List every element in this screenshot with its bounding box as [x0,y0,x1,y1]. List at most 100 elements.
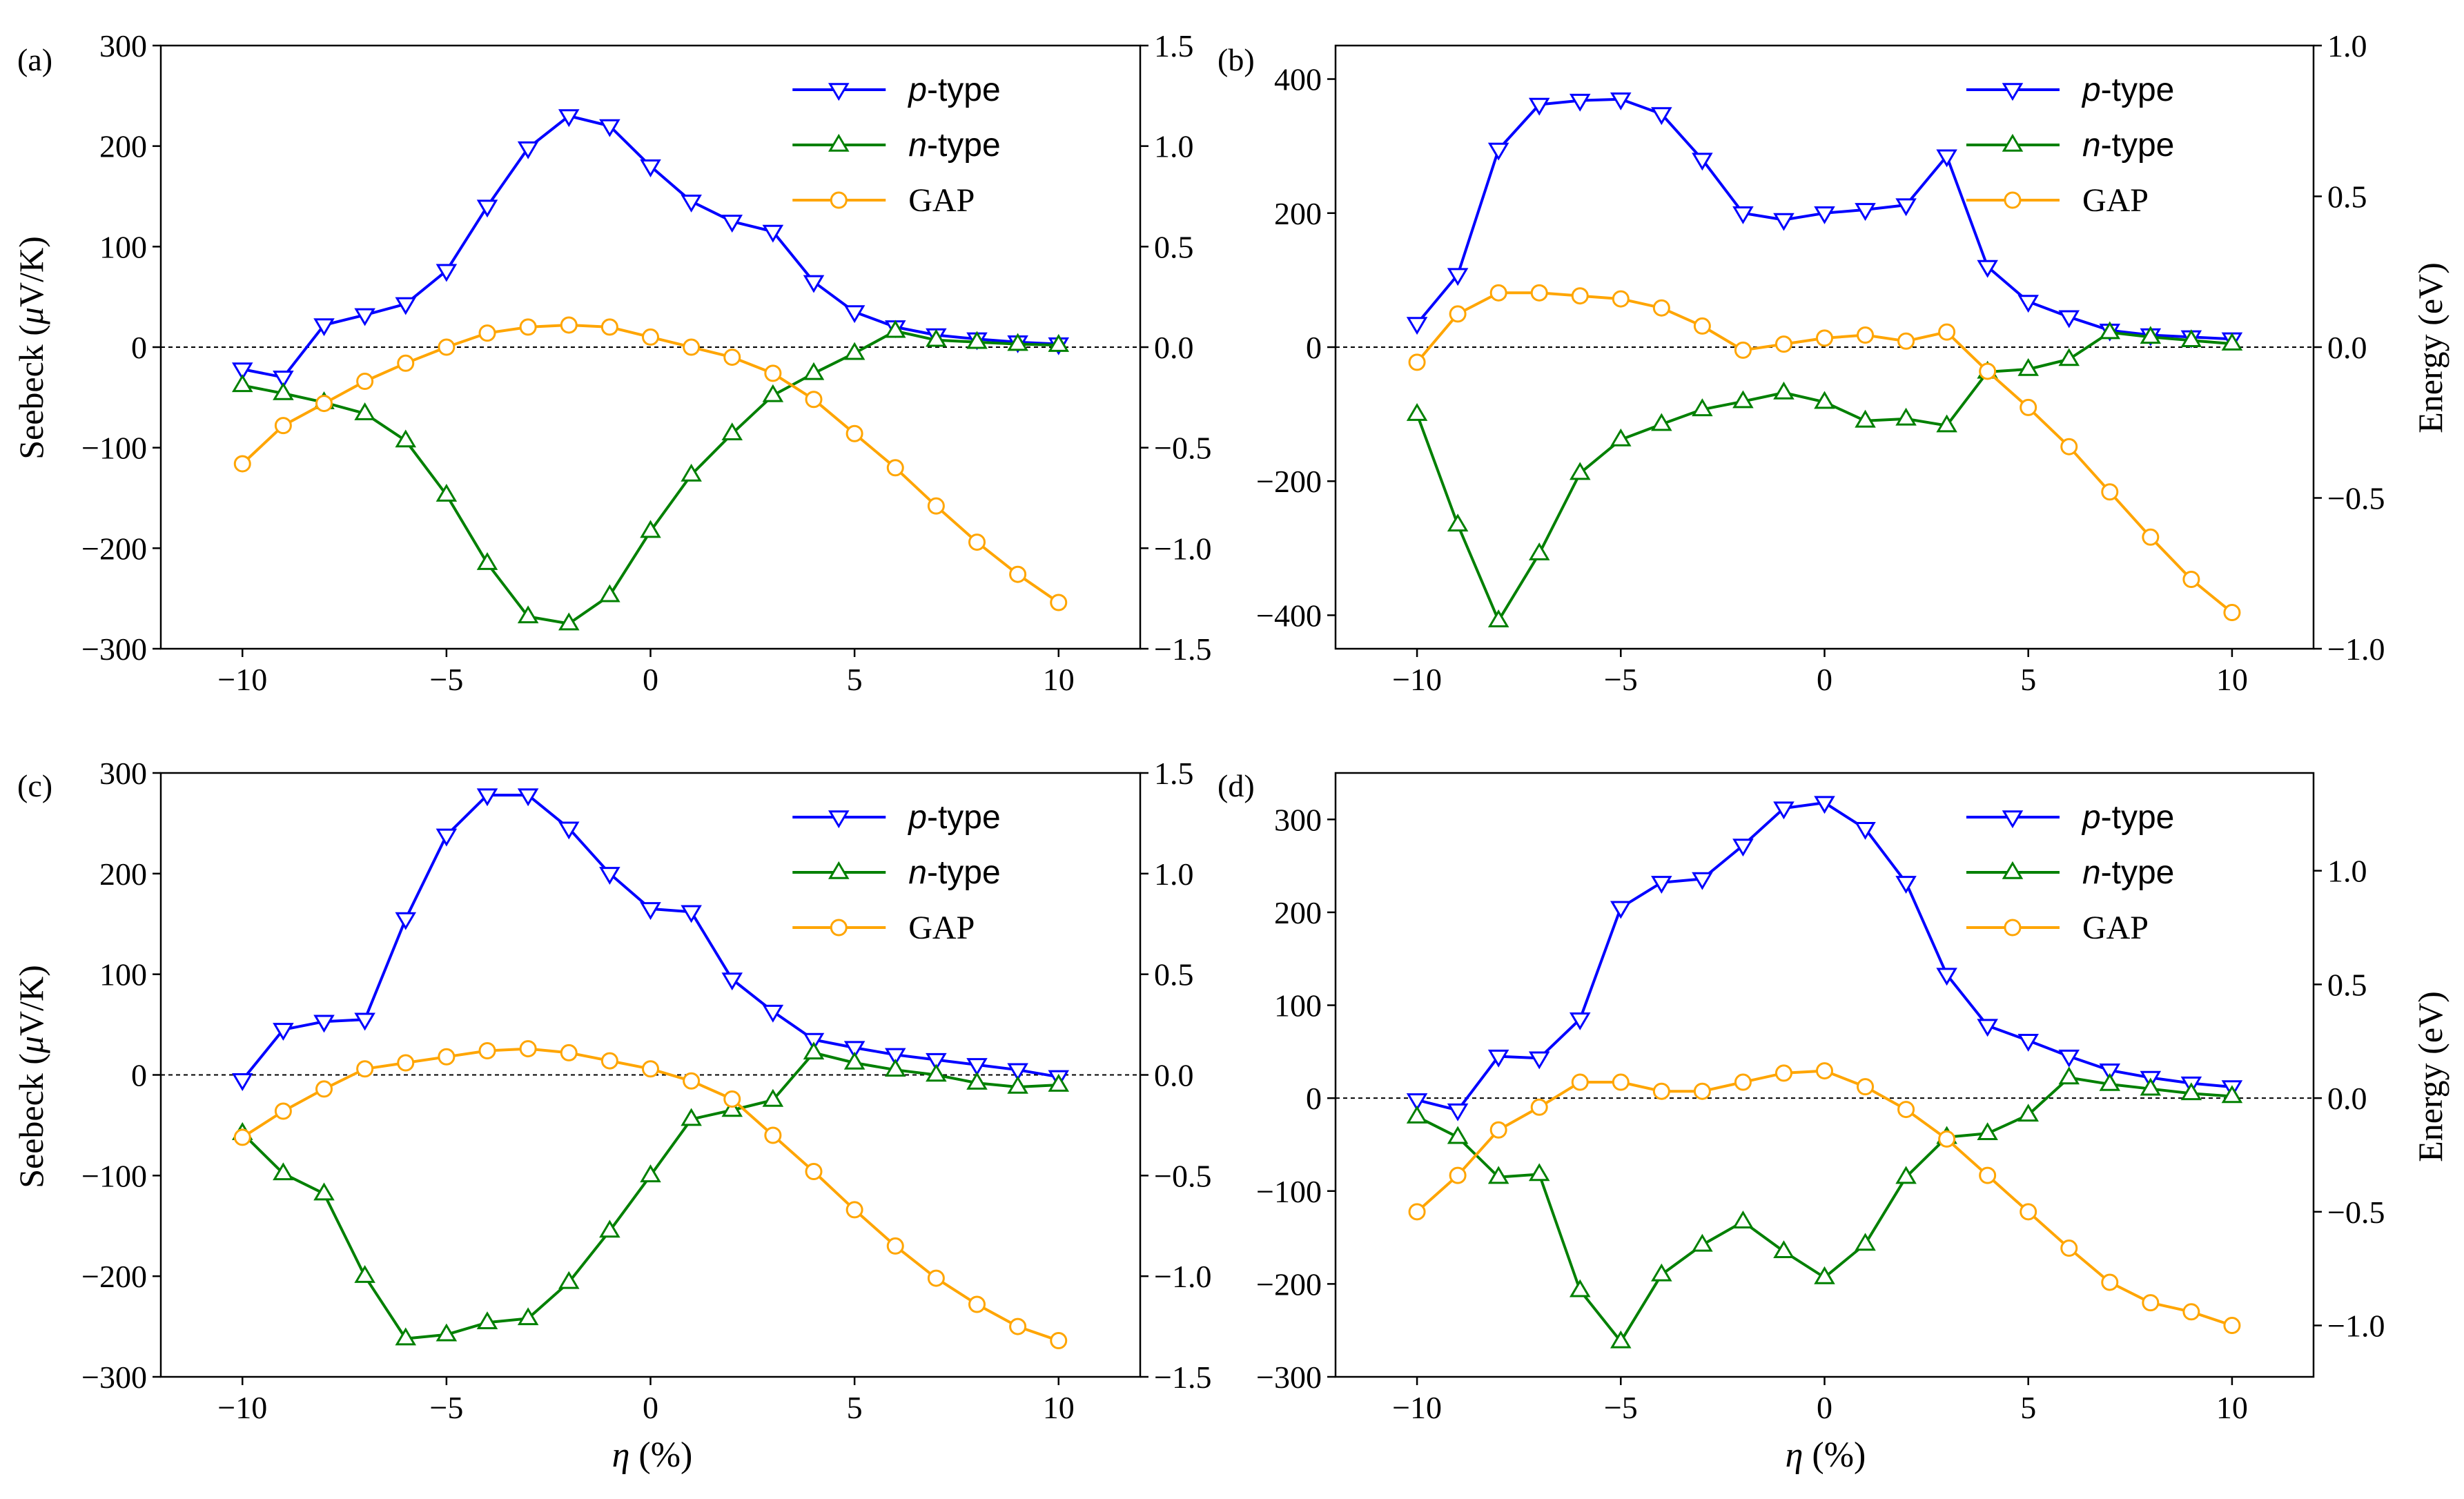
y-axis-title-seebeck-top: Seebeck (μV/K) [12,236,50,460]
x-tick-label: 10 [2216,1390,2248,1425]
data-point-n-type [966,331,988,349]
data-point-p-type [1569,93,1591,112]
y2-tick-label: −1.0 [1154,531,1211,566]
data-point-GAP [845,1201,863,1219]
data-point-n-type [721,1099,743,1117]
data-point-GAP [1693,1082,1711,1100]
data-point-n-type [1732,1211,1754,1228]
legend-marker-n-type [2002,133,2024,152]
data-point-p-type [1773,213,1795,231]
data-point-GAP [805,391,823,409]
data-point-p-type [1447,268,1469,286]
data-point-n-type [2017,1104,2039,1122]
plot-frame [1334,772,2315,1378]
data-point-n-type [843,1051,866,1070]
data-point-GAP [927,497,945,515]
data-point-GAP [1938,1130,1956,1148]
data-point-n-type [599,584,620,602]
data-point-n-type [517,605,539,624]
y-tick-label: −100 [81,1158,147,1193]
data-point-n-type [2221,332,2243,351]
data-point-GAP [2060,1240,2078,1257]
data-point-p-type [1528,97,1550,116]
data-point-p-type [640,902,661,921]
data-point-p-type [1936,968,1957,986]
legend-label-p-type: p-type [2081,72,2174,108]
data-point-p-type [1406,1093,1428,1111]
data-point-GAP [397,1054,415,1072]
data-point-p-type [395,912,417,930]
data-point-GAP [1530,1098,1548,1116]
data-point-n-type [2140,326,2162,344]
data-point-p-type [681,195,702,213]
y-tick-label: 0 [131,1058,147,1093]
y-tick-label: 100 [1274,988,1322,1023]
data-point-n-type [354,1265,375,1283]
x-tick-label: 10 [1043,662,1075,697]
data-point-p-type [558,109,580,128]
y2-tick-label: −1.0 [2327,1309,2385,1344]
data-point-p-type [313,1015,335,1033]
y2-tick-label: −0.5 [1154,1158,1211,1193]
plot-frame [159,44,1142,650]
data-point-p-type [843,305,866,324]
data-point-n-type [436,1323,458,1342]
data-point-p-type [1007,1063,1028,1081]
data-point-GAP [1009,565,1027,583]
data-point-GAP [274,1102,292,1120]
data-point-GAP [1489,1121,1507,1139]
panel-label: (c) [17,768,52,803]
data-point-GAP [1009,1317,1027,1335]
data-point-p-type [517,141,539,159]
data-point-n-type [1732,390,1754,409]
data-point-p-type [354,308,375,326]
legend-label-n-type: n-type [908,854,1000,891]
data-point-p-type [354,1012,375,1031]
data-point-n-type [1487,1166,1509,1184]
data-point-GAP [2223,1317,2241,1335]
y-tick-label: −100 [81,431,147,466]
data-point-p-type [803,275,825,293]
data-point-GAP [723,349,741,366]
data-point-GAP [1612,290,1630,308]
y-tick-label: 300 [99,28,147,63]
y-axis-title-energy-bottom: Energy (eV) [2411,991,2450,1162]
y-tick-label: 0 [1306,1081,1322,1116]
data-point-p-type [231,1073,253,1091]
y-tick-label: −200 [81,1259,147,1294]
data-point-GAP [1816,1062,1833,1080]
data-point-p-type [1692,153,1713,171]
y-tick-label: −200 [1256,464,1322,499]
data-point-n-type [354,402,375,420]
y-tick-label: −200 [81,531,147,566]
y2-tick-label: −1.5 [1154,1360,1211,1395]
data-point-n-type [1007,1075,1028,1094]
data-point-p-type [1528,1051,1550,1070]
data-point-n-type [2180,329,2202,348]
data-point-p-type [599,867,620,885]
data-point-p-type [273,1023,294,1041]
y-tick-label: 200 [99,129,147,164]
data-point-p-type [762,224,784,243]
data-point-n-type [1610,1330,1632,1349]
data-point-GAP [683,1072,701,1090]
data-point-p-type [721,215,743,233]
y-tick-label: 200 [1274,895,1322,930]
y-tick-label: 0 [1306,330,1322,365]
data-point-GAP [1571,287,1589,305]
y-tick-label: 100 [99,957,147,992]
data-point-GAP [1693,317,1711,335]
data-point-GAP [315,1080,333,1098]
data-point-GAP [1050,1332,1068,1349]
data-point-GAP [1449,305,1467,323]
panel-label: (b) [1218,42,1255,77]
y-tick-label: 300 [1274,802,1322,837]
data-point-p-type [640,159,661,177]
data-point-GAP [519,318,537,336]
data-point-GAP [1979,1166,1997,1184]
data-point-n-type [843,342,866,360]
data-point-GAP [274,417,292,435]
x-tick-label: 10 [1043,1390,1075,1425]
y2-tick-label: 0.5 [1154,957,1194,992]
y2-tick-label: 1.0 [1154,856,1194,892]
